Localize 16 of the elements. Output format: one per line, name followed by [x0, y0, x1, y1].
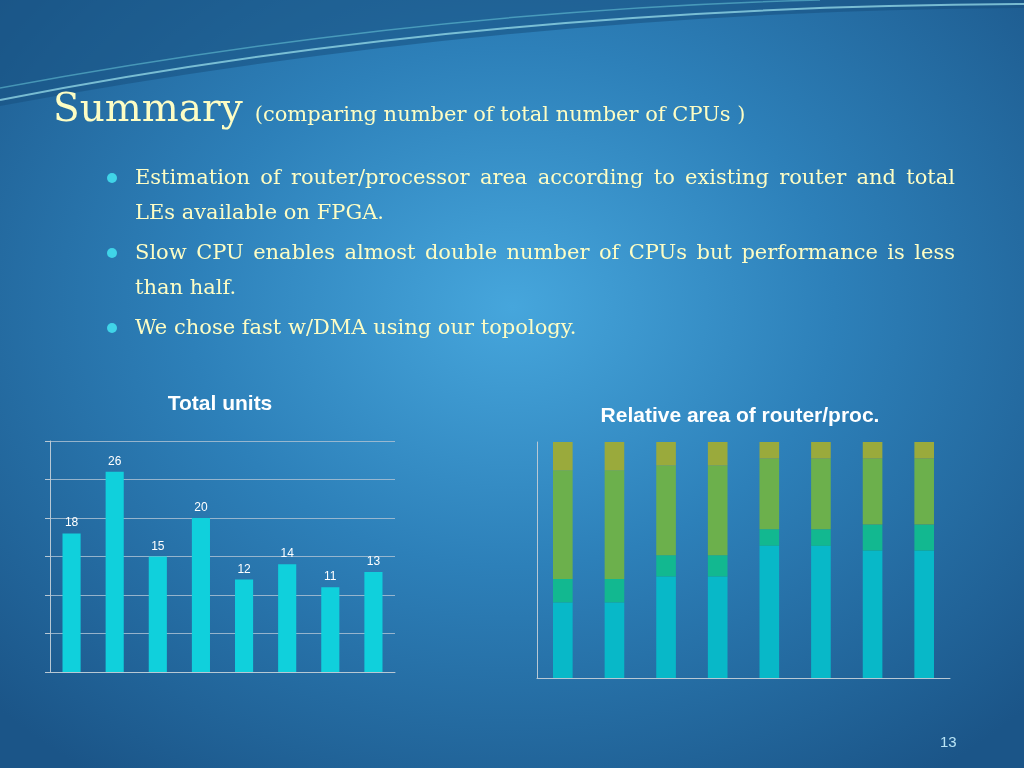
data-label: 20: [194, 500, 208, 514]
text: Slow CPU enables almost double number of CPUs but performance is less than half.: [135, 240, 955, 299]
chart-title: Total units: [167, 391, 273, 414]
chart-title: Relative area of router/proc.: [600, 403, 880, 426]
data-label: 26: [108, 453, 122, 468]
text: Summary: [53, 85, 243, 130]
data-label: 11: [324, 569, 337, 584]
data-label: 15: [151, 538, 165, 553]
text: We chose fast w/DMA using our topology.: [135, 315, 577, 339]
data-label: 12: [237, 561, 252, 576]
data-label: 18: [64, 515, 79, 530]
text: Estimation of router/processor area according to existing router and total LEs available on FPGA.: [135, 165, 955, 224]
text: 13: [940, 733, 957, 750]
data-label: 14: [280, 546, 295, 561]
text: (comparing number of total number of CPUs ): [254, 102, 746, 126]
data-label: 13: [366, 553, 381, 568]
